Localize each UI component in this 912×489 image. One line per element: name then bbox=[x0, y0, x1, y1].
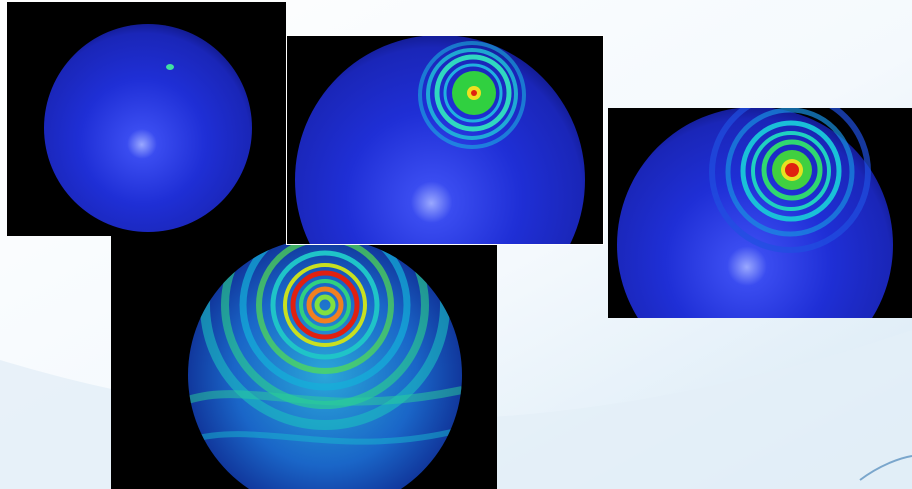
sphere-panel bbox=[286, 35, 604, 245]
sphere-panel bbox=[608, 108, 912, 318]
sphere-panel bbox=[7, 2, 286, 236]
sphere-panel bbox=[111, 236, 497, 489]
swoosh-line bbox=[859, 455, 912, 481]
